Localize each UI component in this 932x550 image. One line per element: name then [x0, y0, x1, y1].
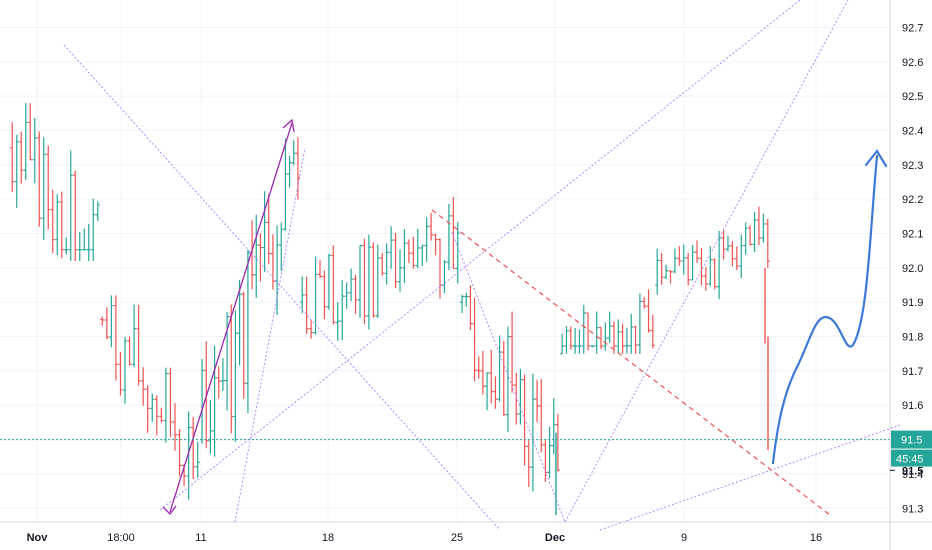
dotted-trendline-2: [234, 147, 306, 523]
y-tick-label: 92.5: [902, 91, 923, 103]
x-tick-label: Nov: [27, 532, 49, 544]
projection-path: [771, 154, 879, 465]
x-tick-label: 18:00: [107, 532, 135, 544]
dotted-trendline-0: [63, 44, 501, 531]
y-tick-label: 92.1: [902, 229, 923, 241]
y-tick-label: 91.4: [902, 469, 923, 481]
axis-marker-label: 91.5: [902, 465, 923, 477]
dotted-trendline-4: [564, 0, 849, 523]
x-tick-label: 25: [451, 532, 463, 544]
y-tick-label: 91.7: [902, 366, 923, 378]
price-label: 91.5: [901, 435, 922, 447]
dotted-trendline-1: [159, 0, 801, 511]
projection-arrow-head: [864, 149, 888, 168]
y-tick-label: 92.7: [902, 22, 923, 34]
y-tick-label: 92.2: [902, 194, 923, 206]
drawings: [0, 0, 901, 531]
x-tick-label: 11: [195, 532, 206, 544]
purple-arrow-head: [282, 118, 295, 133]
y-tick-label: 92.0: [902, 263, 923, 275]
x-tick-label: Dec: [545, 532, 565, 544]
red-dashed-trendline: [431, 209, 831, 516]
x-tick-label: 18: [322, 532, 334, 544]
y-tick-label: 92.6: [902, 57, 923, 69]
x-tick-label: 16: [810, 532, 822, 544]
y-tick-label: 91.3: [902, 503, 923, 515]
countdown-box: [891, 449, 932, 467]
purple-arrow-line: [169, 122, 293, 513]
y-tick-label: 91.6: [902, 400, 923, 412]
y-tick-label: 92.4: [902, 126, 923, 138]
y-tick-label: 92.3: [902, 160, 923, 172]
candles: [10, 102, 770, 516]
grid: [0, 0, 890, 522]
y-tick-label: 91.9: [902, 297, 923, 309]
dotted-trendline-5: [599, 424, 901, 531]
purple-arrow-tail: [162, 505, 177, 515]
x-tick-label: 9: [681, 532, 687, 544]
countdown-label: 45:45: [896, 454, 924, 466]
y-tick-label: 91.8: [902, 332, 923, 344]
price-label-box: [891, 430, 932, 449]
